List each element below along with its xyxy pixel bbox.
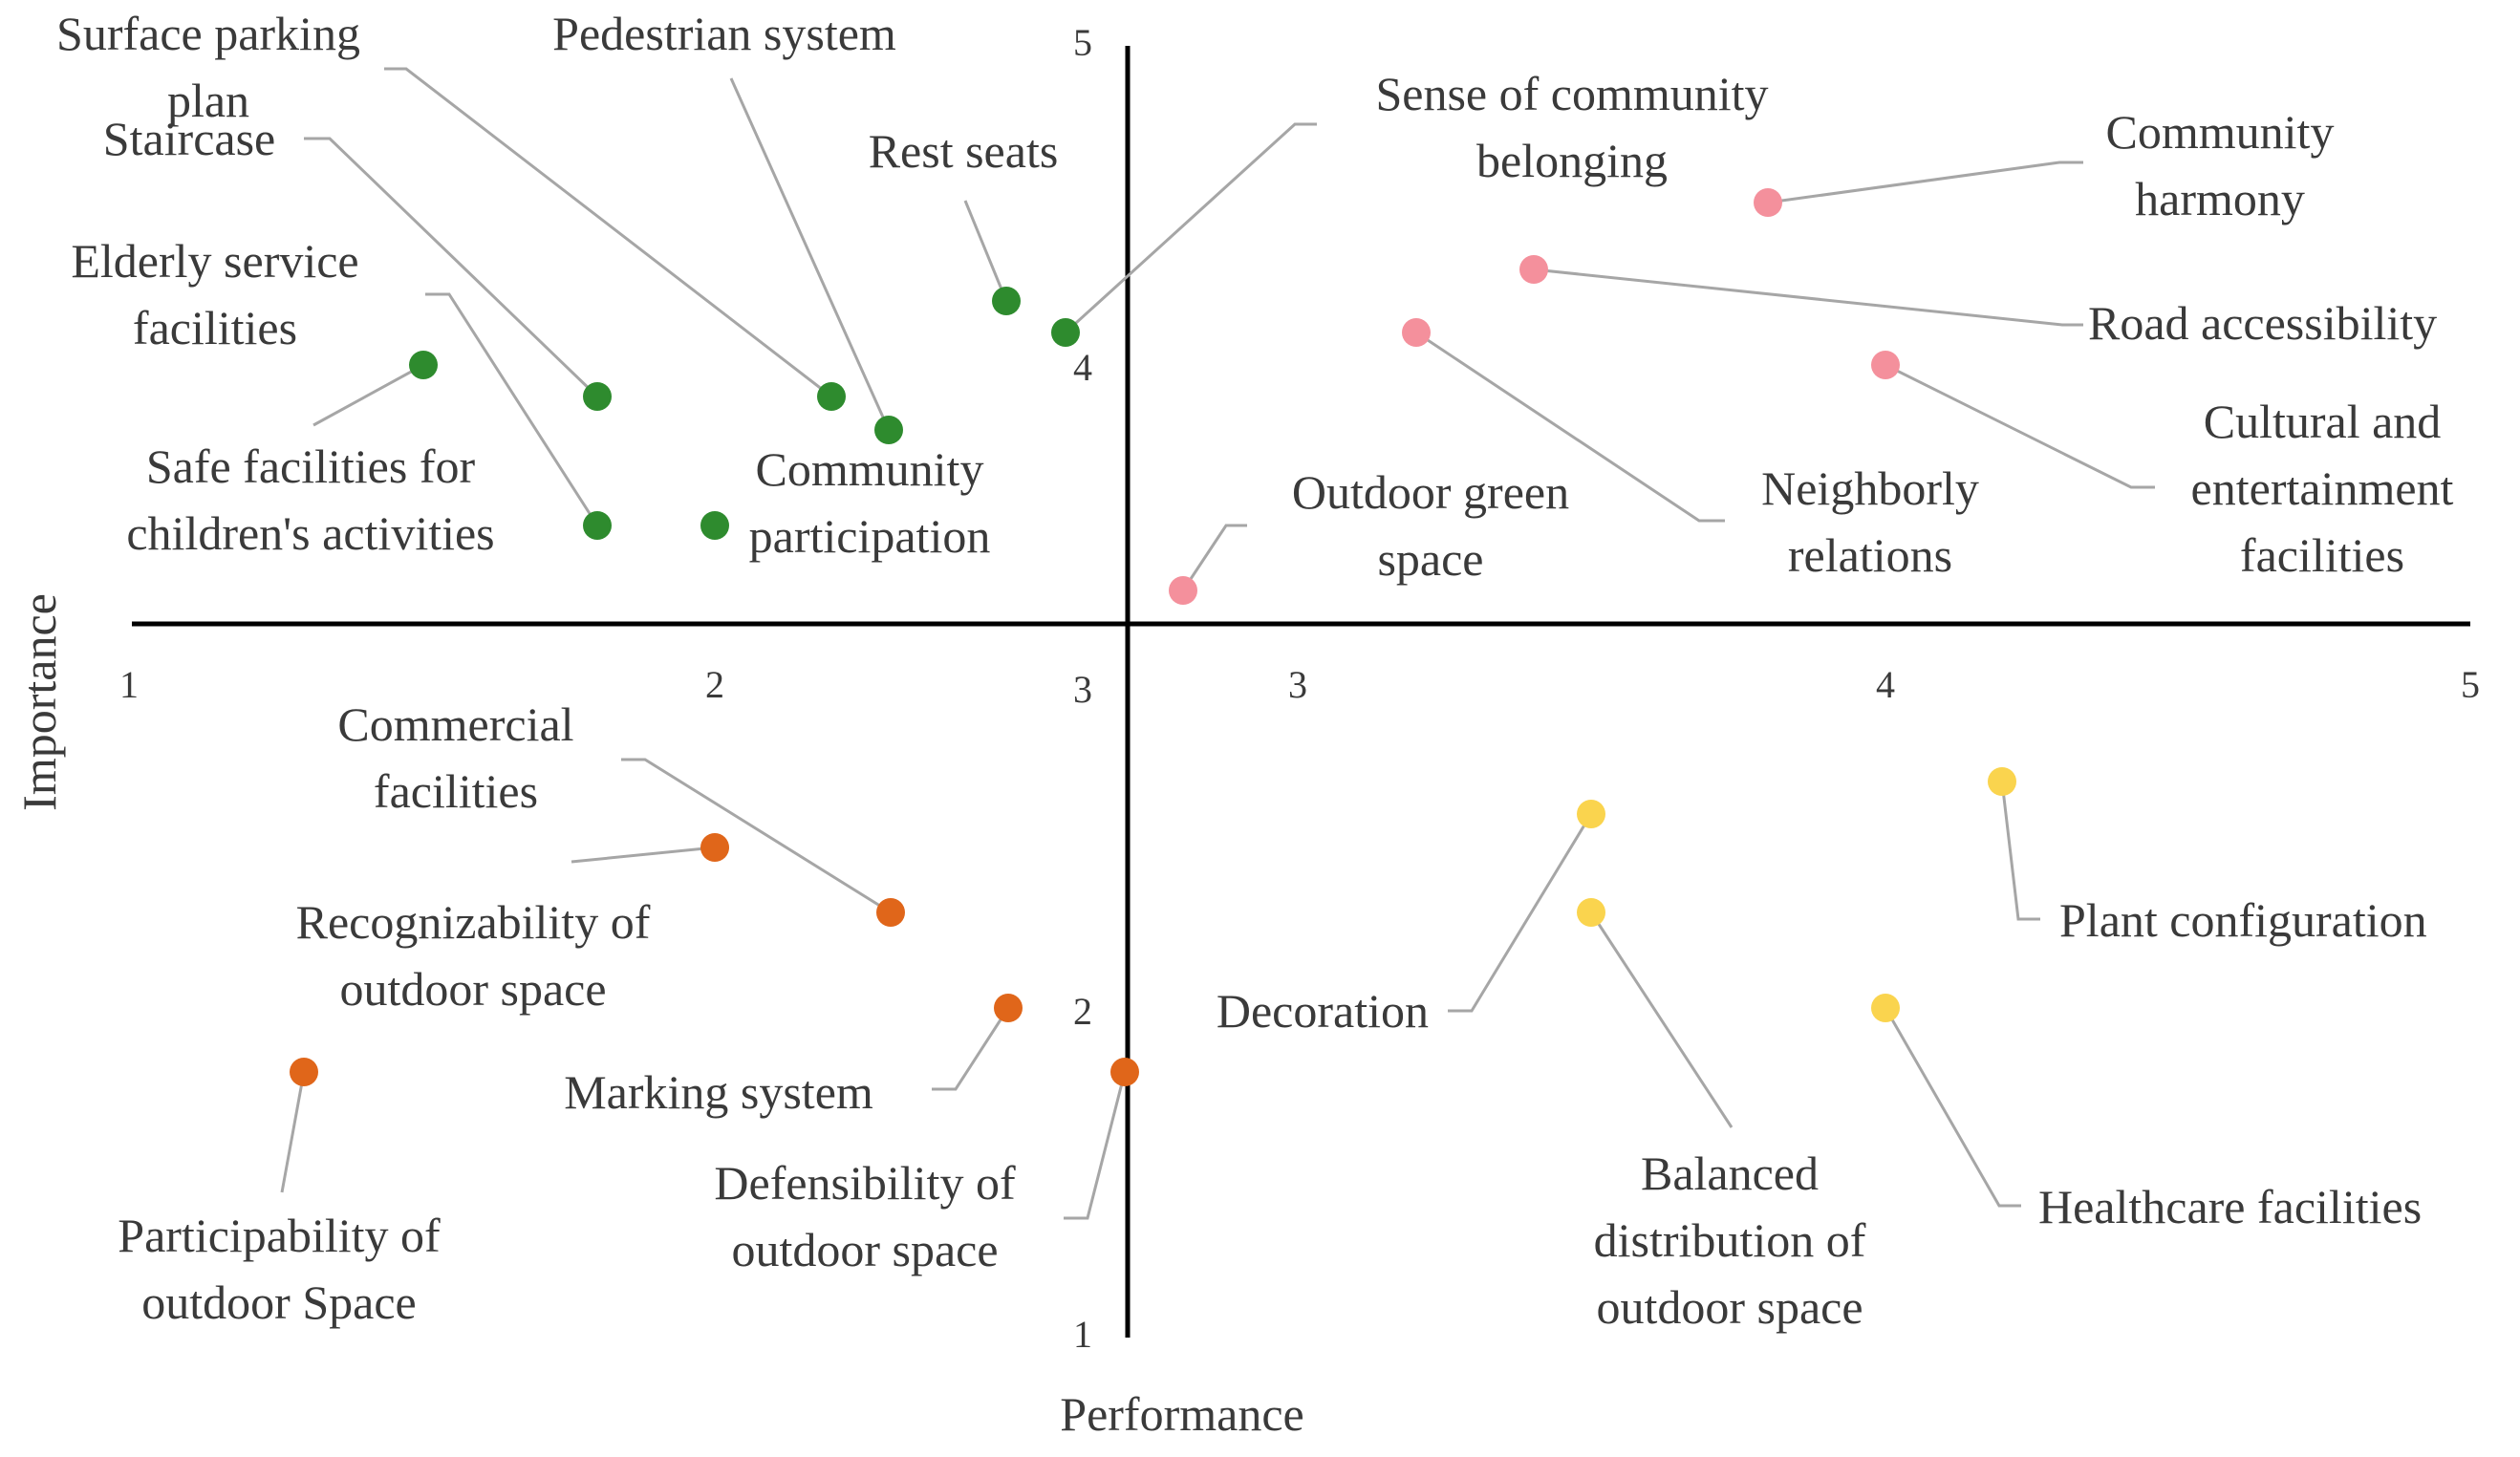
leader-decoration — [1448, 813, 1593, 1013]
leader-surface-parking-plan — [384, 67, 832, 398]
leader-balanced-distribution-of-outdoor-space — [1589, 911, 1734, 1128]
x-tick-right-3: 3 — [1288, 663, 1307, 706]
point-rest-seats — [992, 287, 1021, 315]
leader-commercial-facilities — [621, 758, 892, 914]
label-rest-seats: Rest seats — [869, 124, 1059, 178]
label-commercial-facilities: Commercial facilities — [337, 697, 573, 818]
leader-rest-seats — [963, 200, 1008, 302]
leader-community-harmony — [1767, 161, 2083, 204]
label-recognizability-of-outdoor-space: Recognizability of outdoor space — [296, 895, 651, 1016]
point-cultural-and-entertainment-facilities — [1871, 351, 1900, 379]
x-tick-left-1: 1 — [119, 663, 139, 706]
point-balanced-distribution-of-outdoor-space — [1577, 898, 1605, 927]
label-surface-parking-plan: Surface parking plan — [56, 7, 360, 127]
label-healthcare-facilities: Healthcare facilities — [2038, 1180, 2422, 1233]
label-participability-of-outdoor-space: Participability of outdoor Space — [118, 1209, 441, 1329]
point-sense-of-community-belonging — [1051, 318, 1080, 347]
point-community-participation — [700, 511, 729, 540]
x-tick-right-5: 5 — [2461, 663, 2480, 706]
y-tick-upper-4: 4 — [1073, 346, 1092, 389]
point-recognizability-of-outdoor-space — [700, 833, 729, 862]
label-outdoor-green-space: Outdoor green space — [1292, 465, 1569, 586]
leader-cultural-and-entertainment-facilities — [1885, 363, 2155, 489]
leader-recognizability-of-outdoor-space — [571, 846, 716, 864]
data-points — [290, 188, 2016, 1086]
leader-plant-configuration — [2000, 781, 2040, 921]
x-tick-left-2: 2 — [705, 663, 724, 706]
leader-road-accessibility — [1533, 268, 2083, 327]
point-labels: Surface parking plan Pedestrian system Stai… — [56, 7, 2454, 1334]
leader-neighborly-relations — [1415, 331, 1725, 523]
leader-marking-system — [932, 1007, 1010, 1091]
label-balanced-distribution-of-outdoor-space: Balanced distribution of outdoor space — [1594, 1146, 1866, 1334]
leader-elderly-service-facilities — [425, 292, 599, 526]
leader-defensibility-of-outdoor-space — [1064, 1071, 1127, 1220]
label-road-accessibility: Road accessibility — [2088, 296, 2437, 350]
label-pedestrian-system: Pedestrian system — [552, 7, 896, 60]
x-axis-title: Performance — [1060, 1387, 1303, 1441]
point-healthcare-facilities — [1871, 994, 1900, 1022]
leader-healthcare-facilities — [1884, 1007, 2021, 1208]
leader-lines — [280, 67, 2155, 1220]
label-community-participation: Community participation — [749, 442, 991, 563]
point-elderly-service-facilities — [583, 511, 612, 540]
leader-staircase — [304, 137, 599, 398]
label-plant-configuration: Plant configuration — [2059, 893, 2427, 947]
label-cultural-and-entertainment-facilities: Cultural and entertainment facilities — [2191, 395, 2454, 582]
label-defensibility-of-outdoor-space: Defensibility of outdoor space — [714, 1156, 1016, 1276]
y-tick-upper-5: 5 — [1073, 21, 1092, 64]
point-safe-facilities-for-children-s-activities — [409, 351, 438, 379]
y-axis-title: Importance — [12, 593, 66, 811]
y-tick-lower-1: 1 — [1073, 1313, 1092, 1356]
label-sense-of-community-belonging: Sense of community belonging — [1375, 67, 1768, 187]
x-tick-left-3: 3 — [1073, 668, 1092, 711]
label-community-harmony: Community harmony — [2106, 105, 2335, 225]
point-community-harmony — [1754, 188, 1782, 217]
point-defensibility-of-outdoor-space — [1110, 1058, 1139, 1086]
point-staircase — [583, 382, 612, 411]
point-road-accessibility — [1519, 255, 1548, 284]
point-outdoor-green-space — [1169, 576, 1197, 605]
label-safe-facilities-for-children-s-activities: Safe facilities for children's activities — [126, 439, 494, 560]
leader-outdoor-green-space — [1181, 524, 1247, 591]
label-neighborly-relations: Neighborly relations — [1761, 461, 1979, 582]
point-commercial-facilities — [876, 898, 905, 927]
point-decoration — [1577, 800, 1605, 828]
point-neighborly-relations — [1402, 318, 1431, 347]
label-elderly-service-facilities: Elderly service facilities — [71, 234, 358, 354]
point-plant-configuration — [1988, 767, 2016, 796]
point-surface-parking-plan — [817, 382, 846, 411]
point-pedestrian-system — [874, 416, 903, 444]
point-participability-of-outdoor-space — [290, 1058, 318, 1086]
label-decoration: Decoration — [1217, 984, 1429, 1038]
y-tick-lower-2: 2 — [1073, 990, 1092, 1033]
label-staircase: Staircase — [103, 112, 275, 165]
leader-pedestrian-system — [729, 77, 891, 431]
leader-sense-of-community-belonging — [1064, 122, 1317, 334]
label-marking-system: Marking system — [564, 1065, 873, 1119]
point-marking-system — [994, 994, 1023, 1022]
x-tick-right-4: 4 — [1876, 663, 1895, 706]
leader-safe-facilities-for-children-s-activities — [312, 363, 424, 427]
leader-participability-of-outdoor-space — [280, 1071, 306, 1193]
